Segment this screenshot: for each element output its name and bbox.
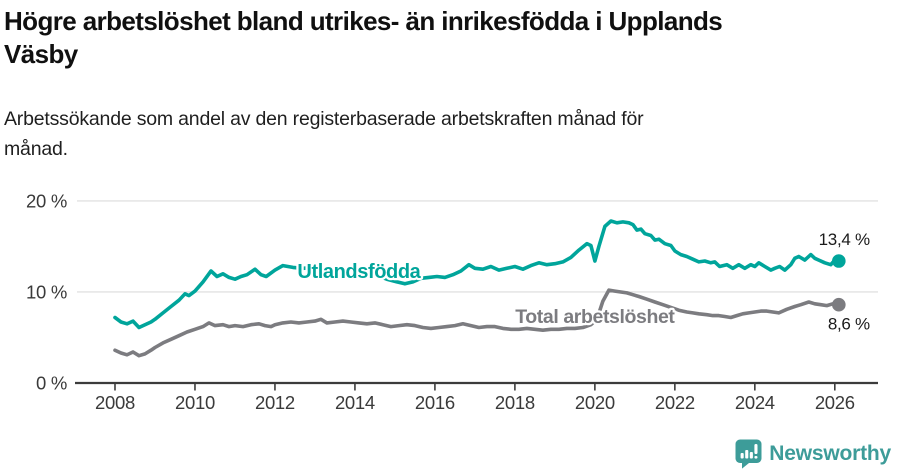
x-tick-label-2024: 2024 — [735, 392, 775, 413]
series-name-label-utlandsfodda: Utlandsfödda — [297, 261, 421, 283]
x-tick-label-2026: 2026 — [815, 392, 855, 413]
newsworthy-logo: Newsworthy — [735, 439, 891, 469]
x-tick-label-2020: 2020 — [575, 392, 615, 413]
x-tick-label-2022: 2022 — [655, 392, 695, 413]
x-tick-label-2008: 2008 — [95, 392, 135, 413]
series-line-utlandsfodda — [113, 219, 841, 330]
page-subtitle-line-1: Arbetssökande som andel av den registerb… — [4, 108, 644, 130]
page-subtitle: Arbetssökande som andel av den registerb… — [4, 104, 644, 164]
y-tick-label-20: 20 % — [26, 190, 67, 211]
series-name-label-total: Total arbetslöshet — [515, 306, 675, 328]
x-tick-label-2012: 2012 — [255, 392, 295, 413]
newsworthy-bar-chart-speech-bubble-icon — [735, 439, 762, 469]
page-subtitle-line-2: månad. — [4, 138, 68, 160]
x-tick-label-2018: 2018 — [495, 392, 535, 413]
y-tick-label-10: 10 % — [26, 281, 67, 302]
page-title-line-1: Högre arbetslöshet bland utrikes- än inr… — [4, 6, 723, 36]
y-tick-label-0: 0 % — [36, 373, 67, 394]
x-tick-label-2016: 2016 — [415, 392, 455, 413]
page-title: Högre arbetslöshet bland utrikes- än inr… — [4, 5, 723, 71]
newsworthy-brand-text: Newsworthy — [769, 442, 891, 465]
series-line-total — [113, 288, 841, 358]
series-end-dot-total — [832, 297, 846, 312]
x-tick-label-2010: 2010 — [175, 392, 215, 413]
series-end-value-label-total: 8,6 % — [828, 315, 870, 334]
x-tick-label-2014: 2014 — [335, 392, 375, 413]
page-title-line-2: Väsby — [4, 39, 78, 69]
series-end-dot-utlandsfodda — [832, 254, 846, 268]
series-end-value-label-utlandsfodda: 13,4 % — [819, 230, 870, 249]
